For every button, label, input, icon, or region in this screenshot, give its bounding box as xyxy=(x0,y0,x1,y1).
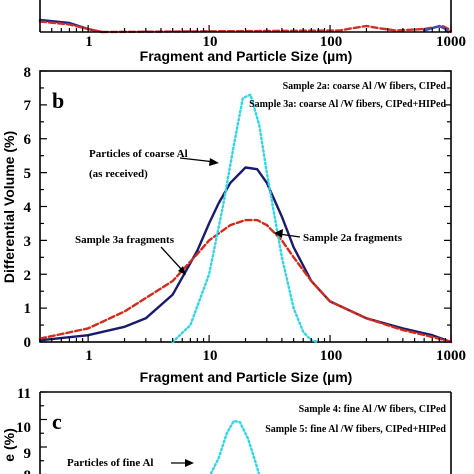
panel-c-arrowhead-fine-al xyxy=(185,459,194,467)
panel-b-arrow-2a xyxy=(278,233,301,238)
panel-b-arrowhead-coarse-al xyxy=(209,158,219,166)
panel-c-letter: c xyxy=(52,409,62,434)
panel-b-ytick-4: 4 xyxy=(24,200,32,216)
panel-a-xtick-1: 1 xyxy=(85,34,93,50)
panel-b-series-1-line xyxy=(38,166,453,344)
panel-a: 1 10 100 1000 Fragment and Particle Size… xyxy=(38,0,466,64)
panel-b-legend-2: Sample 3a: coarse Al /W fibers, CIPed+HI… xyxy=(249,99,446,110)
panel-b: 1 10 100 1000 0 1 2 3 4 5 6 7 8 Fragment… xyxy=(1,65,466,385)
panel-c-plot xyxy=(209,419,261,474)
panel-b-letter: b xyxy=(52,88,64,113)
panel-b-arrow-coarse-al xyxy=(179,157,216,163)
panel-b-xtick-100: 100 xyxy=(320,348,343,364)
panel-c-legend-2: Sample 5: fine Al /W fibers, CIPed+HIPed xyxy=(265,424,446,435)
panel-b-ytick-1: 1 xyxy=(24,301,32,317)
panel-c-series-1-line xyxy=(209,419,261,474)
panel-b-xtick-1: 1 xyxy=(85,348,93,364)
panel-c-ytick-9: 9 xyxy=(24,446,32,462)
panel-c: 11 10 9 8 e (%) c Sample 4: fine Al /W f… xyxy=(1,386,452,474)
panel-b-series-2-line xyxy=(38,218,453,344)
panel-b-legend-1: Sample 2a: coarse Al /W fibers, CIPed xyxy=(283,81,447,92)
panel-c-annot-fine-al: Particles of fine Al xyxy=(67,457,153,469)
panel-b-arrowhead-3a xyxy=(178,266,186,275)
panel-b-ylabel: Differential Volume (%) xyxy=(1,131,17,283)
panel-a-xtick-10: 10 xyxy=(203,34,218,50)
panel-c-ticks xyxy=(40,391,47,474)
panel-b-ytick-5: 5 xyxy=(24,166,32,182)
panel-b-frame xyxy=(39,70,452,343)
panel-b-xtick-10: 10 xyxy=(203,348,218,364)
panel-c-ylabel: e (%) xyxy=(1,428,17,461)
panel-b-annot-coarse-al: Particles of coarse Al xyxy=(89,148,188,160)
panel-c-ytick-11: 11 xyxy=(17,386,31,402)
panel-a-xtick-1000: 1000 xyxy=(436,34,466,50)
panel-b-ytick-2: 2 xyxy=(24,268,32,284)
panel-b-ytick-6: 6 xyxy=(24,132,32,148)
panel-b-arrowhead-2a xyxy=(274,229,283,238)
panel-b-arrow-3a xyxy=(160,246,184,272)
panel-b-annot-3a: Sample 3a fragments xyxy=(75,234,175,246)
panel-b-ytick-0: 0 xyxy=(24,335,32,351)
panel-b-annot-as-received: (as received) xyxy=(89,168,148,180)
panel-b-plot xyxy=(38,93,453,344)
panel-b-ticks xyxy=(39,70,452,343)
panel-b-ytick-8: 8 xyxy=(24,65,32,81)
panel-b-xtick-1000: 1000 xyxy=(436,348,466,364)
panel-b-ytick-7: 7 xyxy=(24,98,32,114)
panel-c-ytick-8: 8 xyxy=(24,468,32,474)
panel-b-ytick-3: 3 xyxy=(24,234,32,250)
panel-a-xticks xyxy=(39,25,452,32)
panel-b-annot-2a: Sample 2a fragments xyxy=(303,232,403,244)
panel-c-legend-1: Sample 4: fine Al /W fibers, CIPed xyxy=(299,404,447,415)
panel-b-xlabel: Fragment and Particle Size (µm) xyxy=(140,369,353,385)
panel-a-xlabel: Fragment and Particle Size (µm) xyxy=(140,48,353,64)
panel-b-series-3-line xyxy=(171,93,320,344)
panel-a-xtick-100: 100 xyxy=(320,34,343,50)
panel-c-ytick-10: 10 xyxy=(16,420,31,436)
